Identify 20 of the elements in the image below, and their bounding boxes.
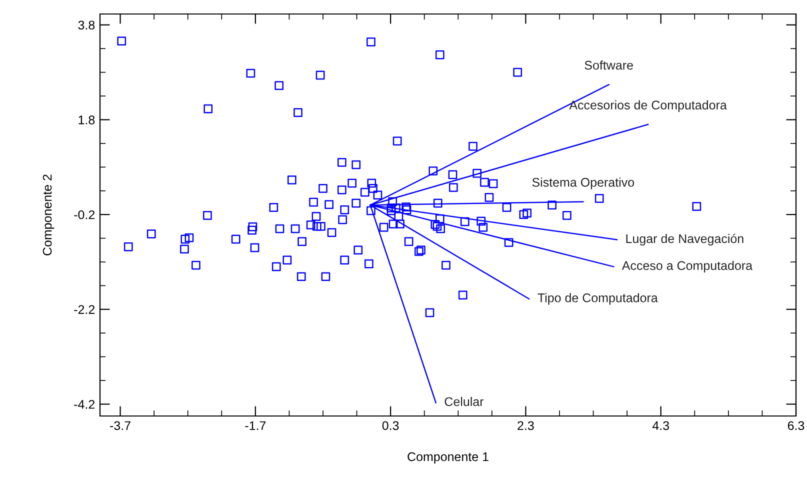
series-label: Accesorios de Computadora [569, 100, 727, 112]
x-tick-label: -3.7 [110, 421, 130, 430]
series-label: Acceso a Computadora [622, 260, 753, 272]
y-tick-label: 3.8 [78, 20, 95, 30]
series-label: Celular [444, 396, 484, 406]
series-label: Lugar de Navegación [626, 234, 744, 246]
x-tick-label: 6.3 [788, 421, 804, 430]
series-label: Tipo de Computadora [538, 293, 658, 305]
y-tick-label: -2.2 [74, 305, 95, 314]
x-tick-label: 4.3 [652, 421, 669, 430]
x-tick-label: 2.3 [518, 421, 534, 430]
y-axis-title: Componente 2 [42, 174, 54, 256]
series-label: Sistema Operativo [532, 178, 634, 190]
x-tick-label: -1.7 [245, 421, 266, 430]
x-tick-label: 0.3 [382, 421, 399, 430]
y-tick-label: 1.8 [78, 116, 95, 124]
x-axis-title: Componente 1 [408, 452, 488, 464]
y-tick-label: -4.2 [74, 400, 95, 409]
series-label: Software [584, 60, 633, 70]
y-tick-label: -0.2 [74, 210, 95, 220]
